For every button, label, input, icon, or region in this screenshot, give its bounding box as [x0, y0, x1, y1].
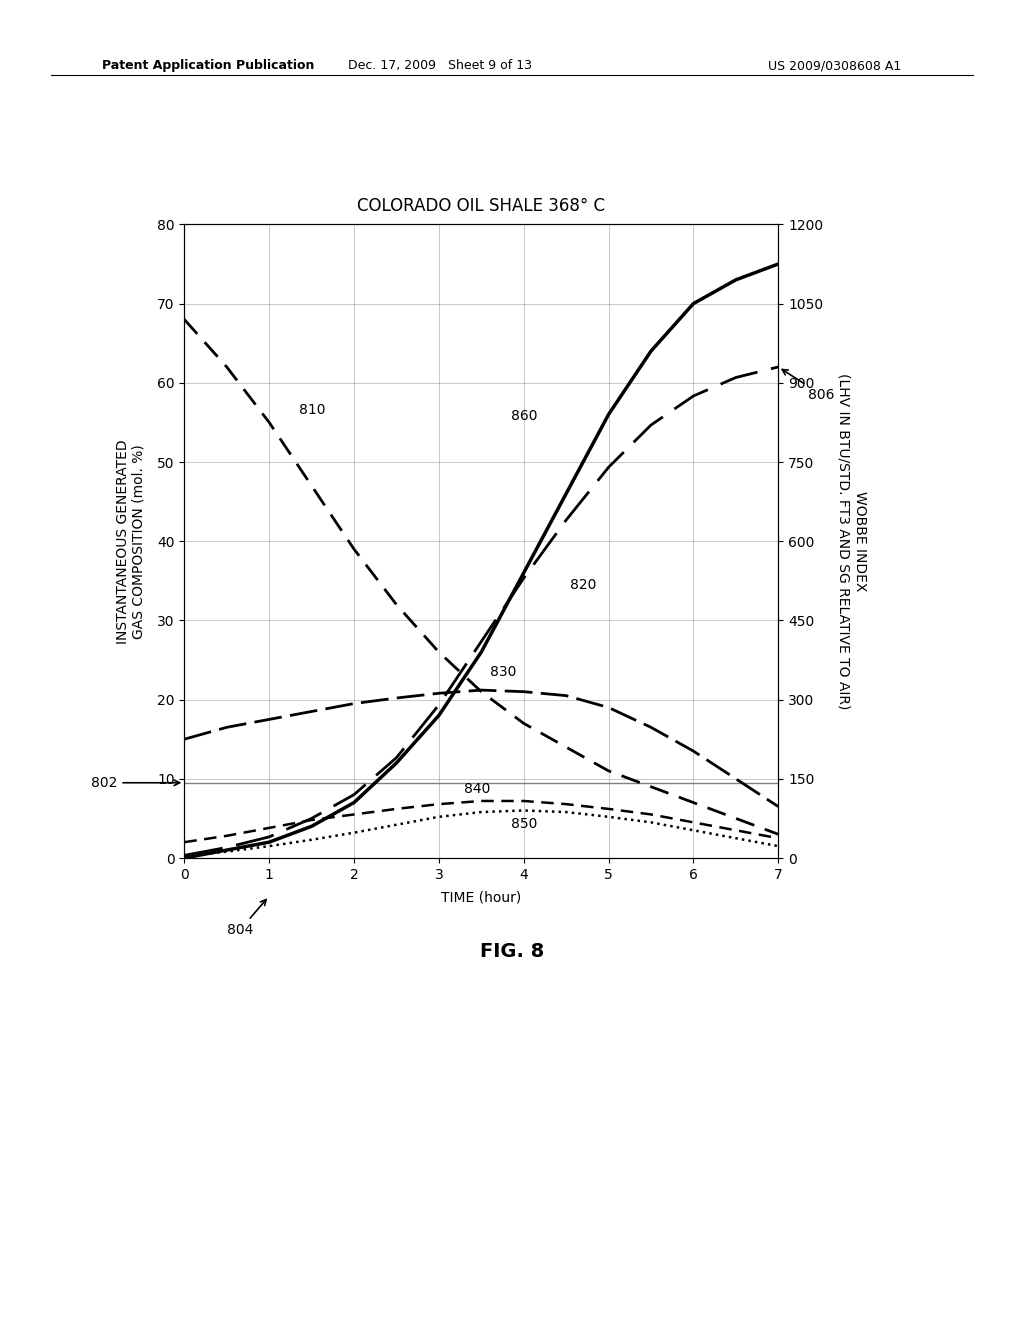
Text: 810: 810	[299, 404, 326, 417]
Text: 804: 804	[226, 899, 266, 937]
Text: 820: 820	[570, 578, 597, 591]
Text: 806: 806	[782, 370, 835, 401]
Text: FIG. 8: FIG. 8	[480, 942, 544, 961]
Text: Patent Application Publication: Patent Application Publication	[102, 59, 314, 73]
Text: 860: 860	[511, 409, 538, 422]
Title: COLORADO OIL SHALE 368° C: COLORADO OIL SHALE 368° C	[357, 197, 605, 215]
Text: 850: 850	[511, 817, 538, 830]
Text: 840: 840	[464, 781, 490, 796]
Text: 830: 830	[489, 665, 516, 678]
Y-axis label: INSTANTANEOUS GENERATED
GAS COMPOSITION (mol. %): INSTANTANEOUS GENERATED GAS COMPOSITION …	[116, 438, 145, 644]
Text: Dec. 17, 2009   Sheet 9 of 13: Dec. 17, 2009 Sheet 9 of 13	[348, 59, 532, 73]
Text: US 2009/0308608 A1: US 2009/0308608 A1	[768, 59, 901, 73]
X-axis label: TIME (hour): TIME (hour)	[441, 890, 521, 904]
Text: 802: 802	[91, 776, 179, 789]
Y-axis label: WOBBE INDEX
(LHV IN BTU/STD. FT3 AND SG RELATIVE TO AIR): WOBBE INDEX (LHV IN BTU/STD. FT3 AND SG …	[837, 374, 867, 709]
